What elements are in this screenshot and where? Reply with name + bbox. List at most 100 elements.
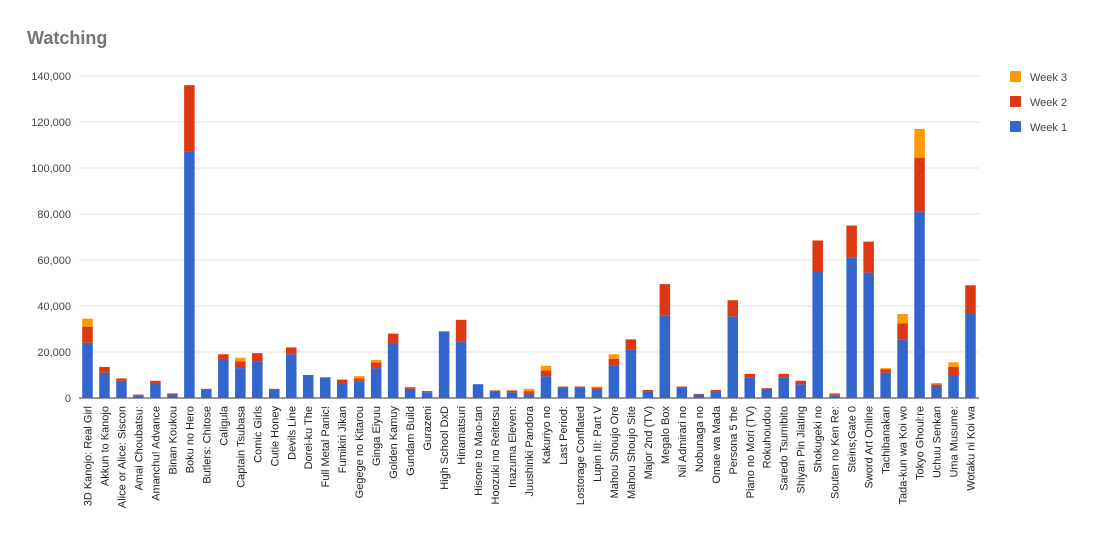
x-category-label: Ginga Eiyuu: [371, 406, 383, 466]
bar-segment-2: [489, 390, 501, 392]
bar-segment-1: [370, 368, 382, 398]
x-category-label: Gurazeni: [422, 406, 434, 451]
bar-segment-2: [506, 390, 518, 393]
x-category-label: Piano no Mori (TV): [745, 406, 757, 498]
bar-segment-1: [201, 389, 212, 398]
bar-segment-3: [591, 386, 603, 388]
x-category-label: Fumikiri Jikan: [337, 406, 349, 473]
bar-segment-2: [744, 373, 756, 378]
x-category-label: Hisone to Mao-tan: [473, 406, 485, 496]
bar-segment-2: [523, 391, 535, 395]
bar-segment-2: [116, 378, 127, 381]
x-category-label: Nil Admirari no: [677, 406, 689, 478]
bar-segment-2: [591, 387, 603, 390]
bar-segment-2: [727, 300, 739, 317]
bar-segment-1: [812, 271, 823, 398]
bar-segment-2: [557, 386, 569, 388]
bar-segment-2: [421, 391, 433, 393]
bar-segment-2: [829, 394, 840, 396]
y-tick-label: 120,000: [31, 117, 71, 129]
bar-segment-2: [353, 378, 365, 382]
bar-segment-1: [880, 372, 891, 398]
x-category-label: Megalo Box: [660, 406, 672, 465]
bar-segment-1: [948, 375, 959, 398]
bar-segment-1: [252, 361, 263, 398]
bar-segment-1: [269, 389, 280, 398]
bar-segment-1: [116, 380, 127, 398]
bar-segment-3: [914, 128, 925, 158]
x-category-label: Juushinki Pandora: [524, 405, 536, 496]
x-category-label: Gegege no Kitarou: [354, 406, 366, 498]
bar-segment-2: [693, 393, 705, 395]
bar-segment-1: [438, 331, 450, 398]
x-category-label: Caligula: [218, 405, 230, 446]
bar-segment-1: [404, 388, 416, 398]
bar-segment-1: [642, 391, 654, 398]
bar-segment-2: [133, 394, 144, 396]
bar-segment-1: [319, 377, 331, 398]
x-category-label: Rokuhoudou: [762, 406, 774, 468]
x-category-label: Golden Kamuy: [388, 406, 400, 479]
bar-segment-2: [863, 241, 874, 273]
bar-segment-1: [744, 377, 756, 398]
x-category-label: Last Period:: [558, 406, 570, 465]
x-category-label: Steins;Gate 0: [847, 406, 859, 473]
bar-segment-1: [846, 257, 857, 398]
bar-segment-1: [863, 272, 874, 398]
x-category-label: Hoozuki no Reitetsu: [490, 406, 502, 504]
bar-segment-2: [269, 388, 280, 390]
bar-segment-1: [302, 375, 314, 398]
bar-segment-1: [455, 341, 467, 398]
x-category-label: Nobunaga no: [694, 406, 706, 472]
bar-segment-2: [897, 323, 908, 340]
bar-segment-2: [455, 319, 467, 342]
x-category-label: Boku no Hero: [184, 406, 196, 473]
bar-segment-1: [778, 377, 789, 398]
bar-segment-1: [387, 343, 399, 398]
bar-segment-2: [965, 285, 976, 315]
bar-segment-1: [659, 315, 671, 398]
bar-segment-1: [693, 394, 705, 398]
bar-segment-1: [574, 387, 586, 398]
x-category-label: Full Metal Panic!: [320, 406, 332, 487]
legend-swatch: [1010, 96, 1021, 107]
bar-segment-2: [659, 284, 671, 316]
x-category-label: Lostorage Conflated: [575, 406, 587, 505]
x-category-label: Amanchu! Advance: [150, 406, 162, 501]
bar-segment-1: [591, 389, 603, 398]
bar-segment-1: [506, 392, 518, 398]
x-category-label: Persona 5 the: [728, 406, 740, 475]
bar-segment-1: [218, 358, 229, 398]
bar-segment-2: [150, 380, 161, 384]
x-category-label: Wotaku ni Koi wa: [966, 405, 978, 491]
x-category-label: Comic Girls: [252, 406, 264, 463]
bar-segment-2: [184, 85, 195, 152]
x-category-label: Shiyan Pin Jiating: [796, 406, 808, 493]
y-tick-label: 100,000: [31, 163, 71, 175]
bar-segment-1: [557, 387, 569, 398]
bar-segment-2: [82, 326, 93, 343]
bar-segment-1: [676, 387, 688, 398]
bar-segment-1: [608, 365, 620, 398]
bar-segment-1: [133, 395, 144, 398]
x-category-label: Major 2nd (TV): [643, 406, 655, 479]
bar-segment-2: [642, 389, 654, 392]
bar-segment-1: [421, 392, 433, 398]
bar-segment-2: [235, 361, 246, 369]
bar-segment-1: [523, 394, 535, 398]
x-category-label: Saredo Tsumibito: [779, 406, 791, 491]
x-category-label: Akkun to Kanojo: [99, 406, 111, 486]
bar-segment-2: [404, 387, 416, 389]
bar-segment-2: [846, 225, 857, 258]
bar-segment-1: [235, 368, 246, 398]
bar-segment-1: [336, 383, 348, 398]
bar-segment-2: [608, 358, 620, 366]
bar-segment-2: [812, 240, 823, 272]
bar-segment-2: [336, 379, 348, 384]
bar-segment-2: [676, 386, 688, 388]
bar-segment-1: [931, 386, 942, 398]
bar-segment-3: [353, 376, 365, 379]
chart-title: Watching: [27, 28, 108, 48]
bar-segment-1: [965, 314, 976, 398]
x-category-label: Hinamatsuri: [456, 406, 468, 465]
